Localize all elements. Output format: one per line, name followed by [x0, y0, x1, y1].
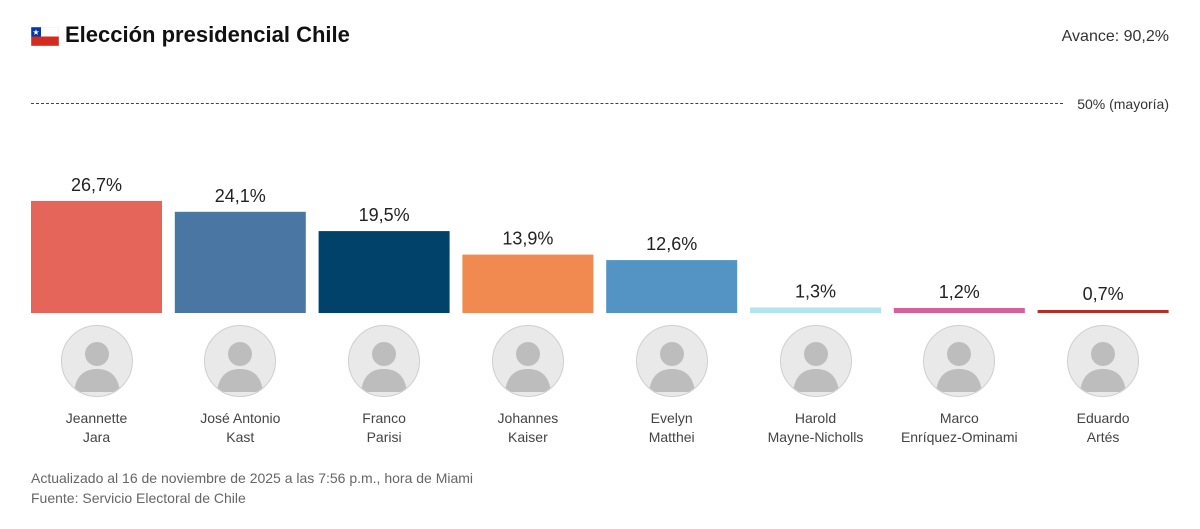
candidate-first-name: José Antonio	[200, 410, 281, 426]
updated-note: Actualizado al 16 de noviembre de 2025 a…	[31, 470, 474, 486]
person-icon	[792, 342, 839, 392]
candidate-name: Marco Enríquez-Ominami	[884, 409, 1034, 447]
bar-5	[606, 260, 738, 313]
candidate-name: Johannes Kaiser	[453, 409, 603, 447]
candidate-last-name: Artés	[1086, 429, 1120, 445]
data-label: 1,3%	[795, 282, 836, 302]
data-label: 0,7%	[1083, 284, 1124, 304]
candidate-first-name: Evelyn	[650, 410, 693, 426]
candidate-first-name: Eduardo	[1076, 410, 1130, 426]
candidate-avatar	[491, 325, 564, 397]
candidate-item: Jeannette Jara	[22, 325, 172, 447]
candidate-first-name: Franco	[362, 410, 406, 426]
person-icon	[217, 342, 264, 392]
candidate-last-name: Jara	[82, 429, 111, 445]
bar-8	[1037, 310, 1169, 313]
candidate-item: Evelyn Matthei	[597, 325, 747, 447]
candidate-name: Jeannette Jara	[22, 409, 172, 447]
person-icon	[648, 342, 695, 392]
candidate-item: Franco Parisi	[309, 325, 459, 447]
data-label: 19,5%	[359, 205, 410, 225]
person-icon	[1080, 342, 1127, 392]
candidate-avatar	[635, 325, 708, 397]
majority-reference-line	[31, 103, 1063, 104]
person-icon	[936, 342, 983, 392]
bar-4	[462, 254, 594, 313]
candidate-avatar	[1067, 325, 1140, 397]
candidate-name: Franco Parisi	[309, 409, 459, 447]
bar-chart: 26,7% 24,1% 19,5% 13,9% 12,6% 1,3% 1,2% 0,7%	[31, 175, 1169, 313]
bar-3	[318, 231, 450, 313]
candidate-first-name: Johannes	[497, 410, 559, 426]
footer: Actualizado al 16 de noviembre de 2025 a…	[31, 468, 473, 508]
data-label: 24,1%	[215, 186, 266, 206]
candidate-avatar	[923, 325, 996, 397]
candidate-name: José Antonio Kast	[165, 409, 315, 447]
chile-flag-icon	[31, 27, 59, 46]
bar-1	[31, 200, 162, 313]
candidate-last-name: Kast	[226, 429, 255, 445]
data-label: 1,2%	[939, 282, 980, 302]
data-label: 12,6%	[646, 234, 697, 254]
chart-title: Elección presidencial Chile	[65, 22, 350, 47]
candidate-avatar	[348, 325, 421, 397]
candidate-avatar	[779, 325, 852, 397]
data-label: 26,7%	[71, 175, 122, 195]
candidate-first-name: Marco	[939, 410, 979, 426]
candidate-first-name: Harold	[794, 410, 837, 426]
bar-6	[750, 307, 881, 313]
person-icon	[504, 342, 551, 392]
candidate-item: Harold Mayne-Nicholls	[741, 325, 891, 447]
candidate-first-name: Jeannette	[65, 410, 128, 426]
candidate-item: Marco Enríquez-Ominami	[884, 325, 1034, 447]
bar-7	[893, 308, 1025, 313]
candidate-item: Eduardo Artés	[1028, 325, 1178, 447]
candidate-item: José Antonio Kast	[165, 325, 315, 447]
candidate-last-name: Enríquez-Ominami	[900, 429, 1018, 445]
candidate-last-name: Mayne-Nicholls	[767, 429, 864, 445]
source-note: Fuente: Servicio Electoral de Chile	[31, 490, 246, 506]
candidate-avatar	[60, 325, 133, 397]
candidate-name: Harold Mayne-Nicholls	[741, 409, 891, 447]
majority-label: 50% (mayoría)	[1077, 96, 1169, 112]
candidate-name: Eduardo Artés	[1028, 409, 1178, 447]
bar-2	[174, 211, 306, 313]
candidate-avatar	[204, 325, 277, 397]
candidate-last-name: Matthei	[648, 429, 695, 445]
person-icon	[361, 342, 408, 392]
data-label: 13,9%	[502, 229, 553, 249]
candidate-last-name: Kaiser	[508, 429, 548, 445]
person-icon	[73, 342, 120, 392]
progress-indicator: Avance: 90,2%	[1061, 28, 1169, 45]
candidate-last-name: Parisi	[366, 429, 402, 445]
candidate-name: Evelyn Matthei	[597, 409, 747, 447]
candidate-item: Johannes Kaiser	[453, 325, 603, 447]
